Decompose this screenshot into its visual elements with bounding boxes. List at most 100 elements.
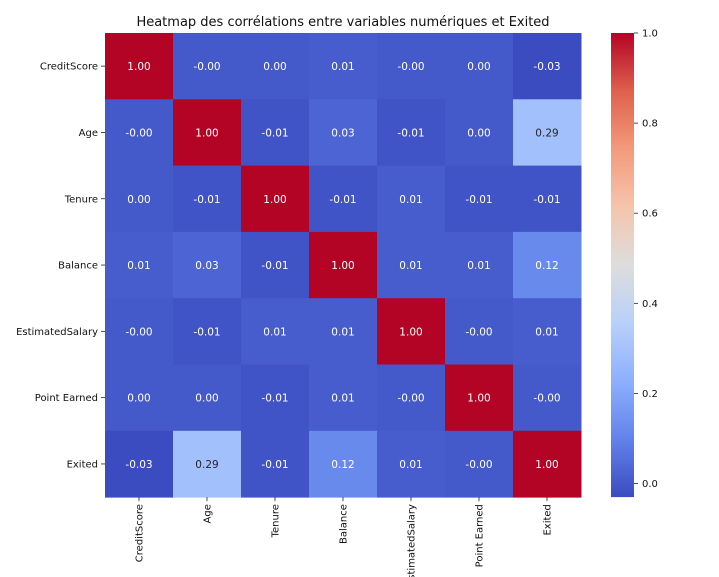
- cell-value-label: -0.00: [397, 393, 424, 405]
- cell-value-label: 0.00: [127, 393, 150, 405]
- heatmap-cell: [445, 430, 514, 498]
- row-tick-label: Point Earned: [35, 393, 98, 404]
- heatmap-cell: [105, 298, 174, 365]
- cell-value-label: -0.00: [193, 61, 220, 73]
- heatmap-cell: [173, 165, 242, 233]
- heatmap-cell: [445, 99, 514, 167]
- cell-value-label: 0.01: [331, 326, 354, 338]
- heatmap-cell: [105, 33, 174, 100]
- heatmap-cell: [513, 298, 582, 365]
- cell-value-label: 0.01: [331, 61, 354, 73]
- heatmap-cell: [513, 33, 582, 100]
- heatmap-cell: [173, 33, 242, 100]
- heatmap-cell: [105, 430, 174, 498]
- heatmap-cell: [241, 231, 310, 299]
- row-tick-label: Exited: [67, 459, 98, 470]
- cell-value-label: 0.01: [467, 260, 490, 272]
- cell-value-label: 1.00: [399, 326, 422, 338]
- cell-value-label: 1.00: [263, 194, 286, 206]
- column-tick-label: Tenure: [271, 504, 282, 538]
- row-tick-label: Tenure: [64, 194, 98, 205]
- cell-value-label: 0.00: [467, 61, 490, 73]
- heatmap-cell: [377, 33, 446, 100]
- heatmap-cell: [173, 364, 242, 432]
- cell-value-label: -0.01: [397, 127, 424, 139]
- heatmap-cell: [105, 364, 174, 432]
- heatmap-cell: [173, 298, 242, 365]
- heatmap-cell: [309, 430, 378, 498]
- cell-value-label: -0.01: [533, 194, 560, 206]
- chart-title: Heatmap des corrélations entre variables…: [136, 15, 549, 30]
- heatmap-cell: [309, 165, 378, 233]
- heatmap-cell: [105, 99, 174, 167]
- cell-value-label: 0.01: [399, 194, 422, 206]
- colorbar-gradient: [611, 33, 634, 498]
- colorbar-tick-label: 0.2: [642, 389, 658, 400]
- cell-value-label: -0.00: [125, 326, 152, 338]
- cell-value-label: 0.01: [399, 459, 422, 471]
- heatmap-cell: [513, 430, 582, 498]
- column-tick-label: EstimatedSalary: [407, 504, 418, 577]
- cell-value-label: 1.00: [331, 260, 354, 272]
- cell-value-label: 0.29: [195, 459, 218, 471]
- cell-value-label: 0.01: [399, 260, 422, 272]
- cell-value-label: -0.01: [261, 127, 288, 139]
- heatmap-cell: [173, 231, 242, 299]
- heatmap-cell: [445, 364, 514, 432]
- colorbar-tick-label: 0.8: [642, 119, 658, 130]
- cell-value-label: 0.12: [535, 260, 558, 272]
- heatmap-cell: [377, 165, 446, 233]
- cell-value-label: -0.01: [465, 194, 492, 206]
- cell-value-label: -0.01: [329, 194, 356, 206]
- colorbar-tick-label: 0.6: [642, 209, 658, 220]
- heatmap-cell: [377, 231, 446, 299]
- heatmap-cell: [173, 99, 242, 167]
- colorbar-tick-label: 1.0: [642, 29, 658, 40]
- row-tick-label: Age: [79, 128, 98, 139]
- heatmap-cell: [513, 364, 582, 432]
- heatmap-cell: [513, 231, 582, 299]
- heatmap-cell: [241, 33, 310, 100]
- row-tick-label: CreditScore: [40, 62, 98, 73]
- heatmap-cell: [241, 430, 310, 498]
- heatmap-cell: [241, 298, 310, 365]
- cell-value-label: -0.03: [125, 459, 152, 471]
- heatmap-cell: [377, 298, 446, 365]
- colorbar-tick-label: 0.0: [642, 479, 658, 490]
- cell-value-label: 0.29: [535, 127, 558, 139]
- column-labels: CreditScore Age Tenure Balance EstimatedSala…: [135, 497, 554, 577]
- cell-value-label: -0.01: [193, 326, 220, 338]
- cell-value-label: 0.00: [263, 61, 286, 73]
- cell-value-label: 1.00: [535, 459, 558, 471]
- column-tick-label: Point Earned: [475, 504, 486, 567]
- heatmap-cell: [309, 364, 378, 432]
- heatmap-cell: [445, 298, 514, 365]
- cell-value-label: -0.01: [261, 393, 288, 405]
- cell-value-label: -0.00: [397, 61, 424, 73]
- cell-value-label: 0.01: [127, 260, 150, 272]
- column-tick-label: Balance: [339, 504, 350, 544]
- cell-value-label: -0.03: [533, 61, 560, 73]
- heatmap-cell: [309, 33, 378, 100]
- heatmap-cell: [309, 298, 378, 365]
- row-tick-label: Balance: [58, 261, 98, 272]
- heatmap-cell: [241, 99, 310, 167]
- heatmap-cell: [513, 99, 582, 167]
- column-tick-label: Exited: [543, 504, 554, 535]
- heatmap-cell: [309, 231, 378, 299]
- cell-value-label: -0.00: [465, 459, 492, 471]
- row-labels: CreditScore Age Tenure Balance EstimatedSala…: [16, 62, 105, 470]
- heatmap-cell: [445, 231, 514, 299]
- heatmap-cell: [377, 364, 446, 432]
- cell-value-label: 1.00: [127, 61, 150, 73]
- heatmap-cell: [105, 231, 174, 299]
- column-tick-label: CreditScore: [135, 504, 146, 562]
- colorbar: 0.0 0.2 0.4 0.6 0.8 1.0: [611, 29, 658, 498]
- heatmap-cell: [377, 99, 446, 167]
- cell-value-label: 0.01: [535, 326, 558, 338]
- cell-value-label: 0.01: [263, 326, 286, 338]
- heatmap-cell: [173, 430, 242, 498]
- cell-value-label: 0.12: [331, 459, 354, 471]
- cell-value-label: 0.00: [127, 194, 150, 206]
- heatmap-cell: [241, 165, 310, 233]
